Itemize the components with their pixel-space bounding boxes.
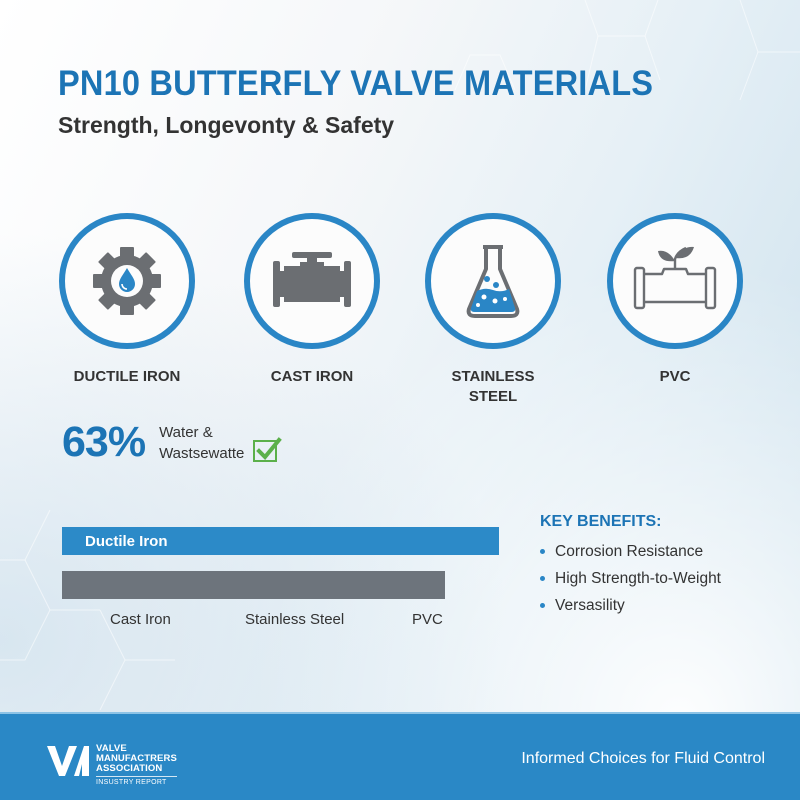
- stat-description: Water & Wastsewatte: [159, 423, 245, 462]
- material-label: CAST IRON: [270, 368, 354, 385]
- benefits-title: KEY BENEFITS:: [540, 513, 662, 530]
- axis-label-stainless-steel: Stainless Steel: [245, 611, 345, 628]
- footer-banner: VALVE MANUFACTRERS ASSOCIATION INSUSTRY …: [0, 712, 800, 800]
- material-label: DUCTILE IRON: [73, 368, 181, 385]
- benefit-item: Corrosion Resistance: [540, 538, 721, 565]
- bar-gray: [62, 571, 445, 599]
- vma-logo: VALVE MANUFACTRERS ASSOCIATION INSUSTRY …: [46, 744, 177, 787]
- pipe-valve-icon: [273, 252, 351, 307]
- bar-label: Ductile Iron: [85, 532, 168, 550]
- page-subtitle: Strength, Longevonty & Safety: [58, 112, 395, 138]
- org-name: VALVE MANUFACTRERS ASSOCIATION INSUSTRY …: [96, 743, 177, 786]
- flask-icon: [466, 245, 520, 318]
- bullet-icon: [540, 549, 545, 554]
- key-benefits: KEY BENEFITS: Corrosion Resistance High …: [540, 513, 721, 619]
- material-ring: [607, 213, 743, 349]
- benefit-item: High Strength-to-Weight: [540, 565, 721, 592]
- material-stainless-steel: STAINLESS STEEL: [418, 213, 568, 407]
- axis-label-cast-iron: Cast Iron: [110, 611, 171, 628]
- stat-percentage: 63%: [62, 418, 146, 466]
- va-logo-mark-icon: [47, 746, 89, 776]
- material-label: PVC: [659, 368, 691, 385]
- water-wastewater-stat: 63% Water & Wastsewatte: [62, 418, 283, 467]
- axis-label-pvc: PVC: [412, 611, 443, 628]
- material-label: STAINLESS STEEL: [451, 368, 535, 405]
- bullet-icon: [540, 603, 545, 608]
- checkbox-check-icon: [253, 436, 283, 462]
- page-title: PN10 BUTTERFLY VALVE MATERIALS: [58, 64, 654, 103]
- material-ring: [425, 213, 561, 349]
- bullet-icon: [540, 576, 545, 581]
- material-cast-iron: CAST IRON: [237, 213, 387, 387]
- material-ring: [59, 213, 195, 349]
- benefit-item: Versasility: [540, 592, 721, 619]
- gear-drop-icon: [93, 247, 161, 315]
- material-ductile-iron: DUCTILE IRON: [52, 213, 202, 387]
- pipe-sprout-icon: [633, 246, 717, 310]
- material-ring: [244, 213, 380, 349]
- footer-tagline: Informed Choices for Fluid Control: [521, 750, 765, 767]
- material-pvc: PVC: [600, 213, 750, 387]
- bar-ductile-iron: Ductile Iron: [62, 527, 499, 555]
